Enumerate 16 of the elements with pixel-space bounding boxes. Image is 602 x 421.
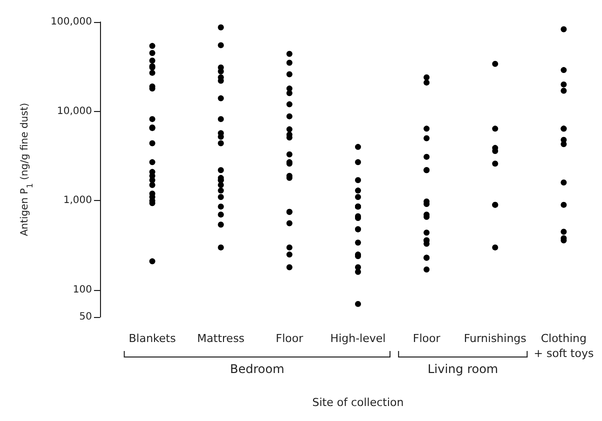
- y-axis-title: Antigen P1 (ng/g fine dust): [20, 102, 34, 236]
- x-tick-label: High-level: [330, 332, 386, 345]
- x-tick-label: Furnishings: [464, 332, 527, 345]
- text: Living room: [428, 362, 498, 376]
- y-tick-label: 50: [79, 312, 92, 322]
- y-tick-label: 10,000: [57, 106, 92, 117]
- text: Bedroom: [230, 362, 284, 376]
- x-tick-label: Floor: [276, 332, 304, 345]
- x-tick-label: Clothing + soft toys: [534, 332, 594, 360]
- x-tick-label: Mattress: [197, 332, 245, 345]
- x-tick-label: Blankets: [128, 332, 176, 345]
- x-axis-title: Site of collection: [312, 396, 404, 409]
- x-tick-label: Floor: [412, 332, 441, 345]
- y-tick-label: 100: [72, 284, 92, 296]
- y-tick-label: 1,000: [63, 195, 92, 206]
- y-tick-label: 100,000: [50, 16, 92, 28]
